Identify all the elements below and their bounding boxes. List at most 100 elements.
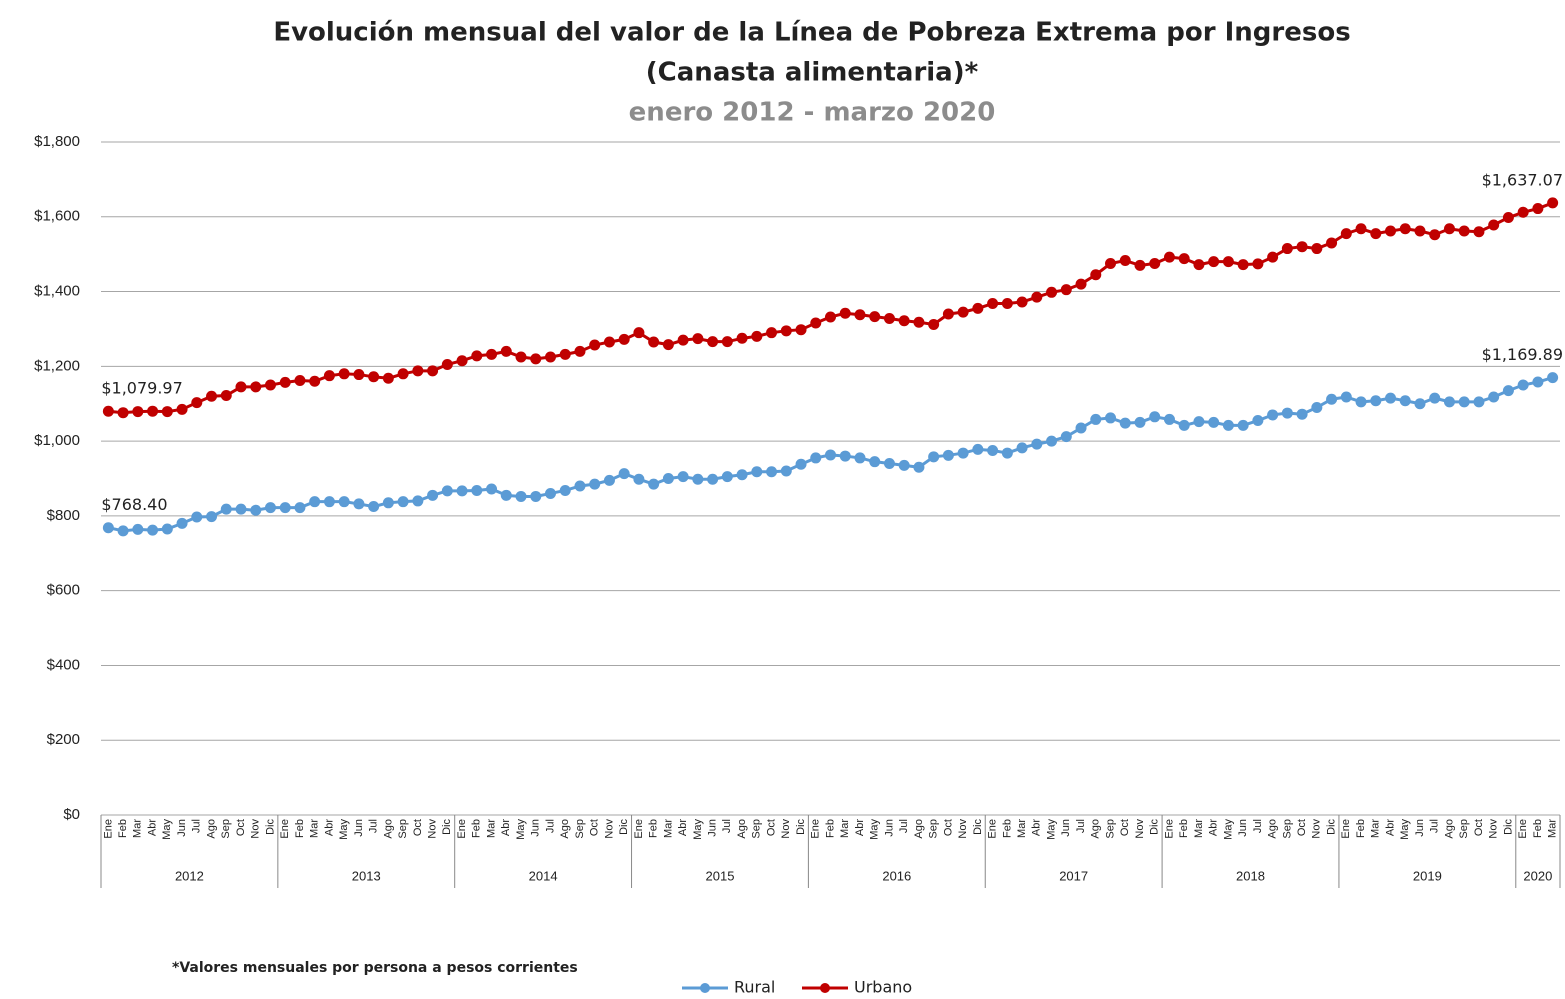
marker xyxy=(1547,197,1559,209)
marker xyxy=(648,336,660,348)
x-group-label: 2016 xyxy=(882,868,911,883)
marker xyxy=(603,474,615,486)
marker xyxy=(1340,228,1352,240)
marker xyxy=(382,497,394,509)
marker xyxy=(1473,396,1485,408)
marker xyxy=(250,504,262,516)
marker xyxy=(1488,391,1500,403)
x-tick-label: Mar xyxy=(1016,819,1028,838)
marker xyxy=(618,468,630,480)
marker xyxy=(147,405,159,417)
marker xyxy=(1075,422,1087,434)
marker xyxy=(987,298,999,310)
marker xyxy=(736,469,748,481)
x-tick-label: Jun xyxy=(1237,819,1249,837)
x-tick-label: Nov xyxy=(1488,819,1500,839)
y-tick-label: $1,000 xyxy=(34,432,80,449)
marker xyxy=(1001,298,1013,310)
x-tick-label: Mar xyxy=(839,819,851,838)
marker xyxy=(382,372,394,384)
marker xyxy=(397,368,409,380)
marker xyxy=(677,471,689,483)
marker xyxy=(751,330,763,342)
y-tick-label: $600 xyxy=(47,582,80,599)
marker xyxy=(544,487,556,499)
marker xyxy=(559,348,571,360)
marker xyxy=(441,485,453,497)
y-tick-label: $400 xyxy=(47,656,80,673)
marker xyxy=(589,339,601,351)
marker xyxy=(1458,225,1470,237)
marker xyxy=(1429,229,1441,241)
x-tick-label: Feb xyxy=(1178,819,1190,838)
marker xyxy=(1311,401,1323,413)
marker xyxy=(1385,392,1397,404)
marker xyxy=(279,376,291,388)
marker xyxy=(1163,251,1175,263)
x-tick-label: Dic xyxy=(972,819,984,835)
marker xyxy=(883,458,895,470)
marker xyxy=(1031,438,1043,450)
x-tick-label: Abr xyxy=(854,819,866,836)
data-label: $1,079.97 xyxy=(101,379,182,398)
marker xyxy=(869,311,881,323)
x-tick-label: May xyxy=(161,819,173,840)
x-tick-label: Ago xyxy=(205,819,217,839)
marker xyxy=(1296,408,1308,420)
x-tick-label: Jul xyxy=(1252,819,1264,833)
marker xyxy=(795,458,807,470)
y-tick-label: $1,400 xyxy=(34,283,80,300)
x-tick-label: Feb xyxy=(824,819,836,838)
marker xyxy=(810,452,822,464)
marker xyxy=(839,307,851,319)
x-tick-label: Feb xyxy=(117,819,129,838)
x-tick-label: May xyxy=(338,819,350,840)
x-tick-label: May xyxy=(1222,819,1234,840)
x-tick-label: Nov xyxy=(250,819,262,839)
x-tick-label: Jul xyxy=(191,819,203,833)
x-tick-label: Abr xyxy=(677,819,689,836)
x-tick-label: Jul xyxy=(1429,819,1441,833)
marker xyxy=(1502,385,1514,397)
marker xyxy=(1149,258,1161,270)
marker xyxy=(515,351,527,363)
marker xyxy=(898,459,910,471)
x-tick-label: Jul xyxy=(898,819,910,833)
x-tick-label: Sep xyxy=(928,819,940,839)
x-tick-label: Ene xyxy=(633,819,645,839)
x-tick-label: Feb xyxy=(1532,819,1544,838)
marker xyxy=(117,407,129,419)
marker xyxy=(309,496,321,508)
x-group-label: 2020 xyxy=(1523,868,1552,883)
marker xyxy=(972,443,984,455)
legend-marker xyxy=(820,983,830,993)
marker xyxy=(810,317,822,329)
marker xyxy=(751,466,763,478)
legend-label: Rural xyxy=(734,978,775,997)
x-tick-label: Nov xyxy=(957,819,969,839)
x-tick-label: Jul xyxy=(368,819,380,833)
marker xyxy=(279,502,291,514)
x-tick-label: Sep xyxy=(1281,819,1293,839)
y-tick-label: $800 xyxy=(47,507,80,524)
marker xyxy=(1237,259,1249,271)
x-tick-label: Abr xyxy=(1031,819,1043,836)
marker xyxy=(1060,284,1072,296)
x-tick-label: Ene xyxy=(102,819,114,839)
marker xyxy=(1222,419,1234,431)
y-tick-label: $200 xyxy=(47,731,80,748)
x-tick-label: Mar xyxy=(485,819,497,838)
marker xyxy=(574,480,586,492)
x-tick-label: Ago xyxy=(913,819,925,839)
x-tick-label: Jun xyxy=(353,819,365,837)
marker xyxy=(220,503,232,515)
x-tick-label: Ene xyxy=(810,819,822,839)
x-tick-label: Ago xyxy=(1090,819,1102,839)
y-tick-label: $0 xyxy=(63,806,80,823)
marker xyxy=(1458,396,1470,408)
y-tick-label: $1,200 xyxy=(34,357,80,374)
marker xyxy=(721,471,733,483)
marker xyxy=(633,473,645,485)
marker xyxy=(176,403,188,415)
